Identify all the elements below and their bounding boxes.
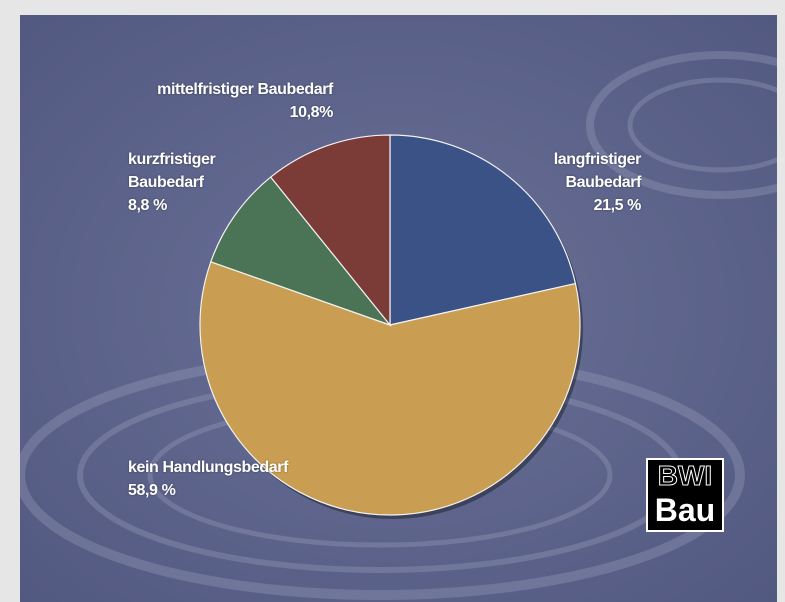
value-label: 21,5 % [521, 194, 641, 217]
logo-text: BWI [648, 460, 722, 492]
value-label: 58,9 % [128, 479, 298, 502]
category-label: langfristiger Baubedarf [521, 148, 641, 194]
category-label: kurzfristiger Baubedarf [128, 148, 248, 194]
value-label: 8,8 % [128, 194, 248, 217]
category-label: kein Handlungsbedarf [128, 456, 298, 479]
value-label: 10,8% [103, 101, 333, 124]
page: langfristiger Baubedarf21,5 % kein Handlu… [0, 0, 785, 602]
category-label: mittelfristiger Baubedarf [103, 78, 333, 101]
logo: BWI Bau [646, 458, 724, 532]
logo-text: Bau [648, 492, 722, 528]
